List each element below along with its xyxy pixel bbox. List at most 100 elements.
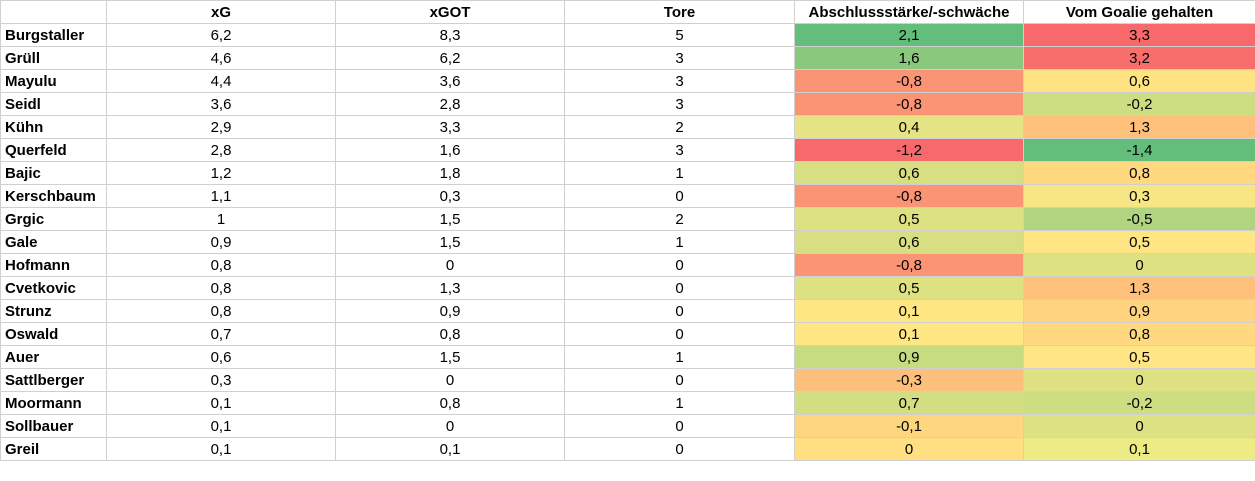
tore-cell[interactable]: 0	[564, 253, 795, 277]
xg-cell[interactable]: 4,4	[106, 69, 336, 93]
player-name-cell[interactable]: Grüll	[0, 46, 107, 70]
tore-cell[interactable]: 3	[564, 138, 795, 162]
xgot-cell[interactable]: 0,1	[335, 437, 565, 461]
abschluss-cell[interactable]: -0,8	[794, 92, 1024, 116]
xgot-cell[interactable]: 3,3	[335, 115, 565, 139]
header-cell-abschluss[interactable]: Abschlussstärke/-schwäche	[794, 0, 1024, 24]
goalie-cell[interactable]: 0,8	[1023, 161, 1255, 185]
player-name-cell[interactable]: Oswald	[0, 322, 107, 346]
xgot-cell[interactable]: 1,3	[335, 276, 565, 300]
xgot-cell[interactable]: 0,8	[335, 322, 565, 346]
abschluss-cell[interactable]: 0,6	[794, 230, 1024, 254]
abschluss-cell[interactable]: -0,8	[794, 69, 1024, 93]
xgot-cell[interactable]: 8,3	[335, 23, 565, 47]
xgot-cell[interactable]: 0,9	[335, 299, 565, 323]
xg-cell[interactable]: 0,3	[106, 368, 336, 392]
xg-cell[interactable]: 0,1	[106, 437, 336, 461]
tore-cell[interactable]: 3	[564, 92, 795, 116]
goalie-cell[interactable]: 0	[1023, 253, 1255, 277]
abschluss-cell[interactable]: -0,8	[794, 184, 1024, 208]
xg-cell[interactable]: 2,8	[106, 138, 336, 162]
player-name-cell[interactable]: Moormann	[0, 391, 107, 415]
goalie-cell[interactable]: 3,3	[1023, 23, 1255, 47]
player-name-cell[interactable]: Mayulu	[0, 69, 107, 93]
xgot-cell[interactable]: 2,8	[335, 92, 565, 116]
abschluss-cell[interactable]: -0,8	[794, 253, 1024, 277]
player-name-cell[interactable]: Strunz	[0, 299, 107, 323]
goalie-cell[interactable]: 0	[1023, 368, 1255, 392]
goalie-cell[interactable]: 0,6	[1023, 69, 1255, 93]
tore-cell[interactable]: 0	[564, 414, 795, 438]
player-name-cell[interactable]: Hofmann	[0, 253, 107, 277]
header-cell-tore[interactable]: Tore	[564, 0, 795, 24]
xg-cell[interactable]: 1,1	[106, 184, 336, 208]
xg-cell[interactable]: 3,6	[106, 92, 336, 116]
player-name-cell[interactable]: Sollbauer	[0, 414, 107, 438]
abschluss-cell[interactable]: -0,1	[794, 414, 1024, 438]
abschluss-cell[interactable]: 0,9	[794, 345, 1024, 369]
xg-cell[interactable]: 2,9	[106, 115, 336, 139]
player-name-cell[interactable]: Bajic	[0, 161, 107, 185]
goalie-cell[interactable]: 0,1	[1023, 437, 1255, 461]
abschluss-cell[interactable]: -0,3	[794, 368, 1024, 392]
player-name-cell[interactable]: Cvetkovic	[0, 276, 107, 300]
player-name-cell[interactable]: Auer	[0, 345, 107, 369]
tore-cell[interactable]: 3	[564, 69, 795, 93]
goalie-cell[interactable]: 0,8	[1023, 322, 1255, 346]
xg-cell[interactable]: 0,1	[106, 391, 336, 415]
abschluss-cell[interactable]: 0,1	[794, 322, 1024, 346]
player-name-cell[interactable]: Gale	[0, 230, 107, 254]
xgot-cell[interactable]: 0	[335, 368, 565, 392]
goalie-cell[interactable]: 1,3	[1023, 115, 1255, 139]
tore-cell[interactable]: 0	[564, 368, 795, 392]
abschluss-cell[interactable]: 0,6	[794, 161, 1024, 185]
player-name-cell[interactable]: Grgic	[0, 207, 107, 231]
goalie-cell[interactable]: -0,2	[1023, 391, 1255, 415]
tore-cell[interactable]: 5	[564, 23, 795, 47]
abschluss-cell[interactable]: 0,5	[794, 276, 1024, 300]
tore-cell[interactable]: 2	[564, 207, 795, 231]
xg-cell[interactable]: 0,9	[106, 230, 336, 254]
abschluss-cell[interactable]: 2,1	[794, 23, 1024, 47]
xgot-cell[interactable]: 0,8	[335, 391, 565, 415]
player-name-cell[interactable]: Kerschbaum	[0, 184, 107, 208]
player-name-cell[interactable]: Kühn	[0, 115, 107, 139]
xg-cell[interactable]: 4,6	[106, 46, 336, 70]
abschluss-cell[interactable]: -1,2	[794, 138, 1024, 162]
header-cell-xg[interactable]: xG	[106, 0, 336, 24]
abschluss-cell[interactable]: 0,7	[794, 391, 1024, 415]
xg-cell[interactable]: 6,2	[106, 23, 336, 47]
tore-cell[interactable]: 1	[564, 345, 795, 369]
goalie-cell[interactable]: 0,5	[1023, 345, 1255, 369]
xgot-cell[interactable]: 1,5	[335, 207, 565, 231]
abschluss-cell[interactable]: 0,5	[794, 207, 1024, 231]
tore-cell[interactable]: 3	[564, 46, 795, 70]
goalie-cell[interactable]: -1,4	[1023, 138, 1255, 162]
xgot-cell[interactable]: 0	[335, 253, 565, 277]
tore-cell[interactable]: 1	[564, 230, 795, 254]
player-name-cell[interactable]: Burgstaller	[0, 23, 107, 47]
xgot-cell[interactable]: 0	[335, 414, 565, 438]
tore-cell[interactable]: 0	[564, 437, 795, 461]
xgot-cell[interactable]: 1,5	[335, 345, 565, 369]
tore-cell[interactable]: 0	[564, 299, 795, 323]
abschluss-cell[interactable]: 1,6	[794, 46, 1024, 70]
player-name-cell[interactable]: Sattlberger	[0, 368, 107, 392]
tore-cell[interactable]: 2	[564, 115, 795, 139]
abschluss-cell[interactable]: 0	[794, 437, 1024, 461]
goalie-cell[interactable]: -0,5	[1023, 207, 1255, 231]
player-name-cell[interactable]: Seidl	[0, 92, 107, 116]
goalie-cell[interactable]: 0,3	[1023, 184, 1255, 208]
abschluss-cell[interactable]: 0,4	[794, 115, 1024, 139]
goalie-cell[interactable]: 3,2	[1023, 46, 1255, 70]
xgot-cell[interactable]: 0,3	[335, 184, 565, 208]
goalie-cell[interactable]: 0,5	[1023, 230, 1255, 254]
xg-cell[interactable]: 0,8	[106, 299, 336, 323]
xg-cell[interactable]: 0,1	[106, 414, 336, 438]
tore-cell[interactable]: 0	[564, 184, 795, 208]
header-cell-player[interactable]	[0, 0, 107, 24]
xgot-cell[interactable]: 1,6	[335, 138, 565, 162]
abschluss-cell[interactable]: 0,1	[794, 299, 1024, 323]
player-name-cell[interactable]: Greil	[0, 437, 107, 461]
xg-cell[interactable]: 0,8	[106, 276, 336, 300]
